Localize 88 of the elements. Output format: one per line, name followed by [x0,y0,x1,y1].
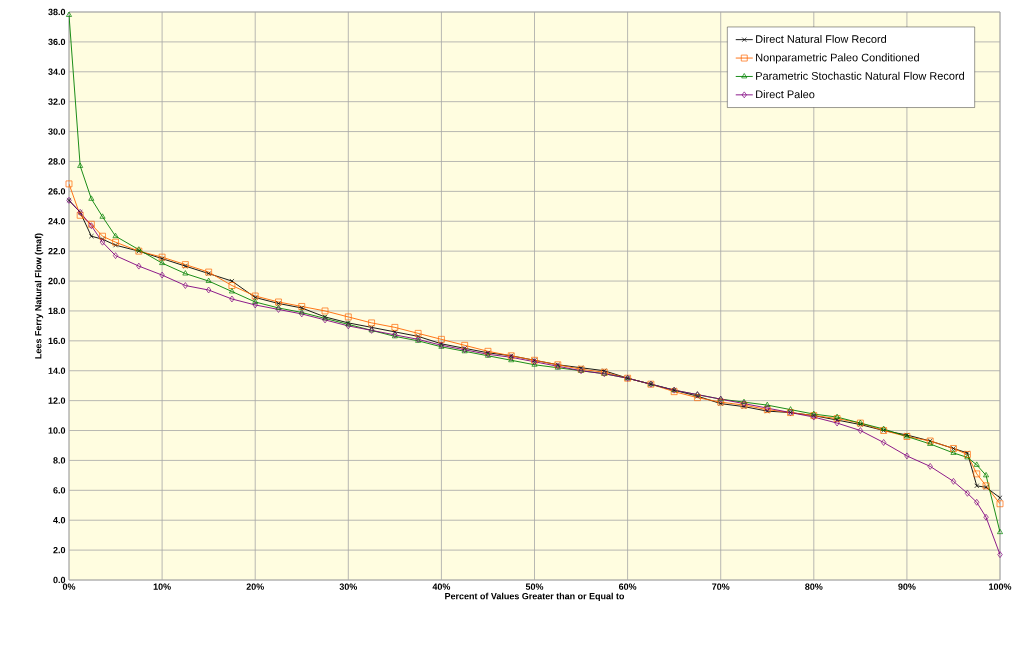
point [764,401,771,407]
y-axis-title: Lees Ferry Natural Flow (maf) [34,233,44,359]
x-tick-label: 60% [618,583,637,590]
point [997,551,1003,558]
x-tick-label: 10% [153,583,171,590]
y-tick-label: 26.0 [48,188,66,195]
point [461,341,469,349]
x-tick-label: 70% [712,583,730,590]
point [344,313,352,321]
point [99,238,106,246]
point [229,278,235,284]
point [99,232,106,240]
legend-label: Direct Natural Flow Record [756,34,887,43]
x-tick-label: 90% [898,583,916,590]
y-tick-label: 28.0 [48,158,66,165]
point [950,478,957,485]
point [66,11,72,17]
point [997,528,1003,535]
x-axis-title: Percent of Values Greater than or Equal to [445,592,625,602]
point [368,319,375,327]
point [252,301,258,309]
point [112,252,119,259]
point [88,233,94,239]
point [136,262,142,270]
y-tick-label: 22.0 [48,247,66,255]
point [974,483,980,489]
y-tick-label: 16.0 [48,337,66,345]
y-tick-label: 36.0 [48,38,66,46]
point [252,298,259,304]
y-tick-label: 32.0 [48,98,66,105]
x-tick-label: 80% [805,583,823,590]
point [77,162,84,168]
y-tick-label: 12.0 [48,397,66,404]
y-tick-label: 10.0 [48,427,66,434]
point [112,238,119,246]
point [65,180,73,188]
x-tick-label: 20% [246,583,264,590]
point [973,461,980,467]
point [112,232,119,239]
point [983,472,989,478]
point [228,282,236,289]
point [229,295,235,303]
point [113,242,119,248]
point [997,495,1003,501]
point [834,419,840,427]
point [964,489,971,497]
point [787,406,794,412]
point [904,452,910,460]
point [881,439,887,446]
point [99,213,106,219]
point [321,307,329,315]
y-tick-label: 18.0 [48,307,66,315]
point [391,324,399,331]
y-tick-label: 2.0 [53,546,66,554]
point [205,277,212,283]
y-tick-label: 20.0 [48,277,66,285]
legend-label: Parametric Stochastic Natural Flow Record [756,71,964,80]
y-tick-label: 0.0 [53,576,66,584]
point [974,498,980,506]
y-tick-label: 14.0 [48,367,66,374]
y-tick-label: 30.0 [48,128,66,135]
y-tick-label: 34.0 [48,68,66,75]
y-tick-label: 6.0 [53,487,66,494]
point [996,500,1004,508]
y-tick-label: 24.0 [48,218,66,225]
y-tick-label: 4.0 [53,517,66,524]
point [927,463,933,470]
x-tick-label: 0% [62,583,76,590]
point [228,288,235,294]
y-tick-label: 8.0 [53,457,66,464]
x-tick-label: 50% [525,583,544,590]
point [206,286,212,294]
point [950,449,957,455]
point [182,282,188,289]
point [182,270,189,276]
point [88,195,95,201]
point [159,271,165,279]
x-tick-label: 40% [432,583,451,590]
x-tick-label: 30% [339,583,358,590]
point [973,470,981,478]
y-tick-label: 38.0 [48,8,66,16]
legend-label: Direct Paleo [756,90,815,99]
point [983,513,989,521]
point [857,427,863,434]
point [438,336,445,343]
legend-label: Nonparametric Paleo Conditioned [756,53,919,64]
point [100,236,105,242]
x-tick-label: 100% [989,583,1012,590]
